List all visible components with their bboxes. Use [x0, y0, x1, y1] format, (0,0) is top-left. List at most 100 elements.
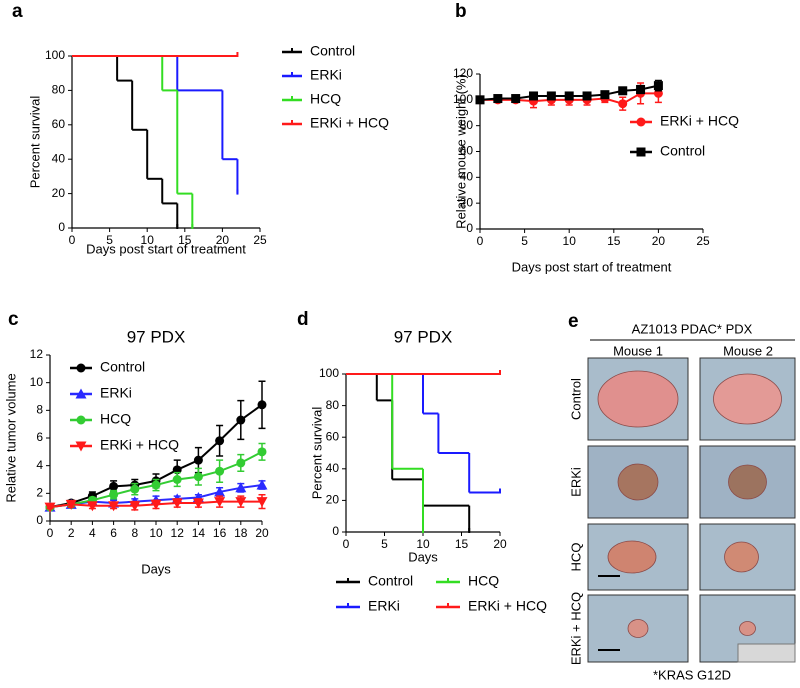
marker — [193, 472, 203, 482]
x-axis-label: Days — [408, 549, 438, 564]
y-tick-label: 20 — [52, 186, 66, 200]
y-tick-label: 4 — [36, 458, 43, 472]
x-tick-label: 20 — [652, 234, 666, 248]
x-tick-label: 10 — [141, 233, 155, 247]
y-tick-label: 80 — [460, 118, 474, 132]
y-axis-label: Percent survival — [309, 407, 324, 500]
tumor — [597, 370, 679, 428]
marker — [44, 502, 56, 513]
marker — [172, 475, 182, 484]
x-tick-label: 2 — [68, 526, 75, 540]
marker — [618, 99, 628, 109]
y-tick-label: 0 — [466, 221, 473, 235]
x-tick-label: 15 — [455, 537, 469, 551]
y-tick-label: 10 — [30, 375, 44, 389]
chart-title: 97 PDX — [127, 327, 186, 346]
panel-label: c — [8, 309, 19, 330]
x-axis-label: Days post start of treatment — [512, 259, 672, 274]
photo-header: AZ1013 PDAC* PDX — [632, 321, 753, 336]
tumor — [607, 540, 657, 574]
marker — [171, 498, 183, 509]
marker — [493, 94, 503, 104]
marker — [75, 441, 87, 452]
y-tick-label: 60 — [52, 117, 66, 131]
y-tick-label: 40 — [52, 151, 66, 165]
marker — [151, 480, 161, 490]
y-tick-label: 12 — [30, 347, 44, 361]
marker — [86, 501, 98, 512]
tumor — [724, 541, 759, 573]
marker — [193, 455, 203, 465]
marker — [256, 497, 268, 508]
row-label: Control — [568, 378, 583, 420]
row-label: ERKi + HCQ — [568, 592, 583, 665]
y-tick-label: 0 — [332, 524, 339, 538]
x-tick-label: 5 — [521, 234, 528, 248]
x-tick-label: 14 — [192, 526, 206, 540]
x-axis-label: Days — [141, 561, 171, 576]
x-tick-label: 0 — [47, 526, 54, 540]
y-tick-label: 6 — [36, 430, 43, 444]
marker — [109, 490, 119, 500]
marker — [546, 91, 556, 101]
legend-label: Control — [660, 143, 705, 159]
x-tick-label: 5 — [381, 537, 388, 551]
legend-label: HCQ — [310, 91, 341, 107]
legend-label: Control — [100, 359, 145, 375]
marker — [600, 90, 610, 100]
y-axis-label: Percent survival — [27, 96, 42, 189]
x-tick-label: 0 — [343, 537, 350, 551]
y-tick-label: 2 — [36, 486, 43, 500]
legend-label: ERKi + HCQ — [468, 598, 547, 614]
legend-label: ERKi + HCQ — [660, 113, 739, 129]
marker — [192, 498, 204, 509]
marker — [257, 447, 267, 457]
row-label: ERKi — [568, 467, 583, 497]
marker — [653, 81, 663, 91]
marker — [564, 91, 574, 101]
x-tick-label: 18 — [234, 526, 248, 540]
marker — [65, 499, 77, 510]
marker — [636, 117, 646, 127]
marker — [108, 501, 120, 512]
marker — [109, 481, 119, 491]
panel-label: e — [568, 311, 579, 332]
x-tick-label: 0 — [69, 233, 76, 247]
panel-label: a — [12, 1, 23, 22]
marker — [582, 91, 592, 101]
x-tick-label: 4 — [89, 526, 96, 540]
marker — [236, 415, 246, 425]
y-tick-label: 8 — [36, 403, 43, 417]
x-tick-label: 20 — [216, 233, 230, 247]
marker — [636, 85, 646, 94]
y-tick-label: 100 — [453, 92, 473, 106]
chart-title: 97 PDX — [394, 327, 453, 346]
x-tick-label: 25 — [696, 234, 710, 248]
marker — [215, 436, 225, 446]
tumor — [627, 619, 649, 638]
x-tick-label: 16 — [213, 526, 227, 540]
y-axis-label: Relative mouse weight (%) — [453, 74, 468, 229]
marker — [236, 458, 246, 468]
legend-label: ERKi + HCQ — [100, 437, 179, 453]
tumor — [739, 621, 756, 636]
marker — [215, 466, 225, 476]
footnote: *KRAS G12D — [653, 667, 731, 682]
x-tick-label: 15 — [607, 234, 621, 248]
marker — [214, 486, 226, 497]
marker — [256, 479, 268, 490]
marker — [129, 501, 141, 512]
y-tick-label: 60 — [460, 144, 474, 158]
y-tick-label: 60 — [326, 429, 340, 443]
marker — [618, 86, 628, 96]
y-tick-label: 20 — [326, 493, 340, 507]
marker — [75, 388, 87, 399]
y-tick-label: 20 — [460, 195, 474, 209]
marker — [150, 499, 162, 510]
x-tick-label: 20 — [493, 537, 507, 551]
x-tick-label: 10 — [563, 234, 577, 248]
y-tick-label: 100 — [45, 48, 65, 62]
ruler — [737, 643, 796, 663]
y-tick-label: 80 — [326, 398, 340, 412]
